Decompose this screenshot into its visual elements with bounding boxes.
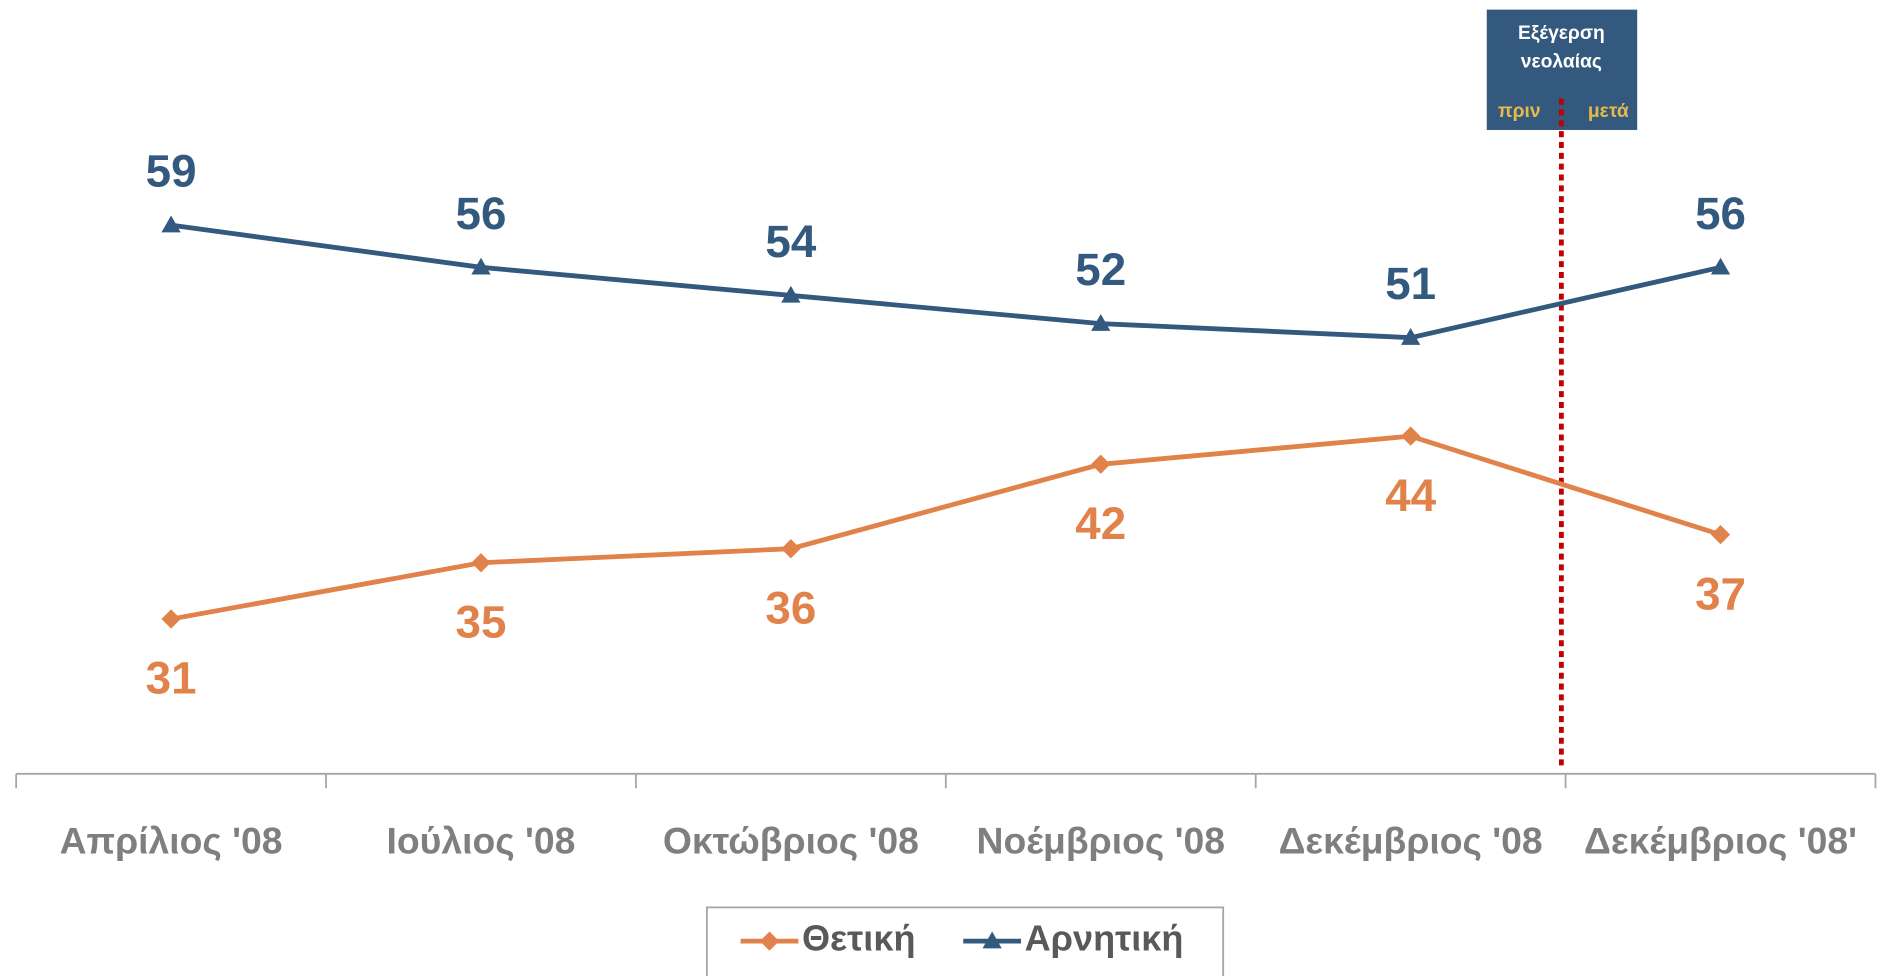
data-label: 37: [1695, 568, 1746, 619]
point: [1401, 328, 1421, 345]
x-tick-label: Οκτώβριος '08: [663, 819, 919, 861]
legend-box: [706, 906, 1225, 976]
data-label: 59: [146, 146, 197, 197]
point: [1091, 313, 1111, 331]
x-tick-label: Νοέμβριος '08: [977, 819, 1225, 861]
data-label: 56: [456, 188, 507, 239]
series-line: [170, 433, 1722, 622]
point: [471, 553, 491, 573]
data-label: 56: [1695, 188, 1746, 239]
point: [161, 609, 181, 629]
data-label: 36: [765, 582, 816, 633]
data-label: 52: [1075, 244, 1126, 295]
point: [471, 257, 491, 275]
series-line: [170, 222, 1722, 341]
annotation-after: μετά: [1588, 101, 1629, 122]
legend-label: Θετική: [802, 918, 916, 959]
annotation-before: πριν: [1498, 101, 1541, 122]
annotation: Εξέγερση νεολαίας πριν μετά: [1486, 9, 1638, 771]
data-label: 31: [146, 653, 197, 704]
point: [781, 285, 801, 303]
legend-marker: [982, 931, 1002, 949]
x-tick-label: Απρίλιος '08: [60, 819, 283, 861]
data-label: 35: [456, 596, 507, 647]
point: [1710, 257, 1731, 275]
legend-marker: [759, 931, 780, 951]
data-label: 44: [1385, 470, 1436, 521]
point: [781, 539, 801, 559]
annotation-text: Εξέγερση: [1518, 23, 1605, 44]
legend-label: Αρνητική: [1025, 918, 1184, 959]
x-tick-label: Δεκέμβριος '08: [1279, 819, 1543, 861]
data-label: 54: [765, 216, 816, 267]
point: [1710, 525, 1731, 545]
point: [1091, 454, 1111, 474]
x-tick-label: Ιούλιος '08: [387, 819, 576, 861]
annotation-text: νεολαίας: [1521, 52, 1602, 73]
point: [1401, 426, 1421, 446]
point: [161, 215, 181, 233]
data-label: 51: [1385, 258, 1436, 309]
x-tick-label: Δεκέμβριος '08': [1584, 819, 1857, 861]
data-label: 42: [1075, 498, 1126, 549]
